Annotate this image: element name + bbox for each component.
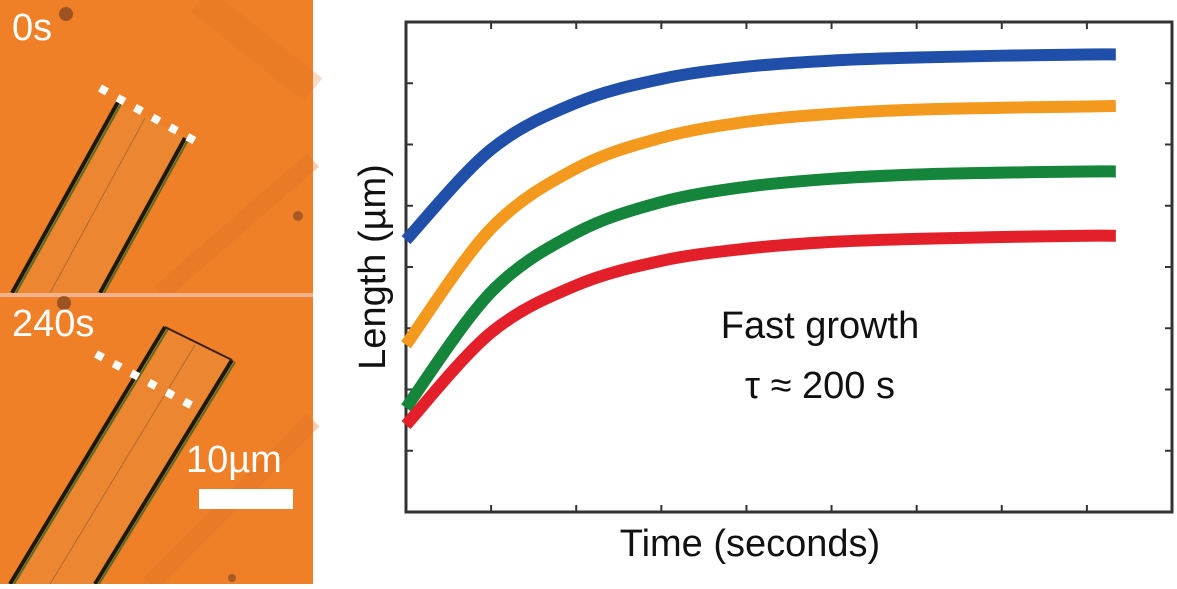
series-line-red (401, 229, 1116, 430)
annotation-line1: Fast growth (721, 305, 920, 347)
micrograph-0s: 0s (0, 0, 323, 300)
time-label-240s: 240s (12, 303, 94, 345)
series-line-orange (401, 99, 1116, 349)
micrograph-240s: 240s 10µm (0, 296, 320, 589)
nanowire-rod (10, 101, 189, 294)
y-axis-label: Length (µm) (352, 164, 394, 370)
time-label-0s: 0s (12, 7, 52, 49)
chart: Length (µm) Time (seconds) Fast growth τ… (352, 20, 1174, 565)
series-line-blue (401, 48, 1116, 245)
annotation-line2: τ ≈ 200 s (745, 365, 895, 407)
series-line-green (401, 165, 1116, 412)
nanowire-rod (8, 325, 236, 586)
scale-bar-label: 10µm (186, 439, 282, 481)
x-axis-label: Time (seconds) (620, 523, 880, 565)
scale-bar (199, 489, 293, 509)
